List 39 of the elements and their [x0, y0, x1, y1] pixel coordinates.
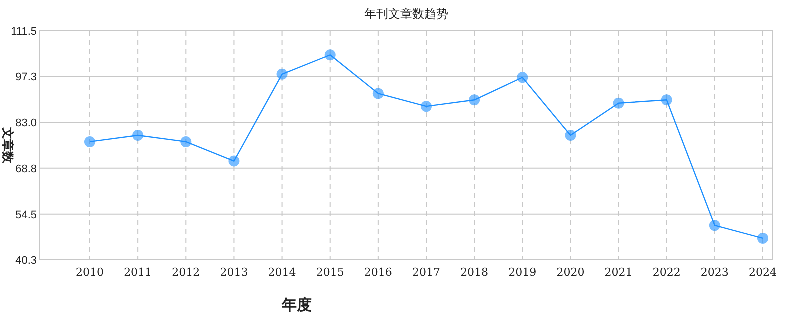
chart-title: 年刊文章数趋势 [364, 7, 448, 21]
x-axis-title: 年度 [281, 296, 312, 314]
point [613, 98, 624, 109]
point [132, 130, 144, 142]
y-tick-label: 111.5 [11, 26, 37, 38]
x-tick-label: 2020 [556, 266, 585, 279]
x-tick-label: 2018 [460, 266, 489, 279]
x-tick-label: 2024 [749, 266, 777, 279]
point [372, 88, 384, 100]
point [758, 232, 768, 244]
point [276, 68, 288, 80]
point [709, 220, 720, 232]
point [661, 94, 672, 106]
x-tick-label: 2023 [700, 266, 729, 279]
x-tick-label: 2015 [316, 266, 344, 279]
point [517, 72, 528, 84]
y-tick-label: 68.8 [16, 163, 37, 176]
x-tick-label: 2010 [76, 266, 104, 279]
x-tick-label: 2021 [604, 266, 633, 279]
x-tick-label: 2016 [364, 266, 392, 279]
point [565, 130, 576, 142]
point [84, 136, 96, 148]
y-axis-title: 文章数 [1, 126, 15, 164]
point [421, 101, 432, 112]
point [228, 156, 240, 167]
y-tick-label: 54.5 [16, 209, 37, 222]
point [469, 94, 480, 106]
x-tick-label: 2017 [412, 266, 440, 279]
x-tick-label: 2013 [220, 266, 248, 279]
y-tick-label: 40.3 [16, 255, 37, 267]
point [180, 136, 192, 148]
x-tick-label: 2011 [124, 266, 152, 279]
y-tick-label: 97.3 [16, 72, 37, 84]
y-tick-label: 83.0 [16, 118, 37, 130]
x-tick-label: 2012 [172, 266, 200, 279]
x-tick-label: 2019 [508, 266, 537, 279]
point [324, 50, 336, 61]
x-tick-label: 2022 [652, 266, 681, 279]
x-tick-label: 2014 [268, 266, 296, 279]
